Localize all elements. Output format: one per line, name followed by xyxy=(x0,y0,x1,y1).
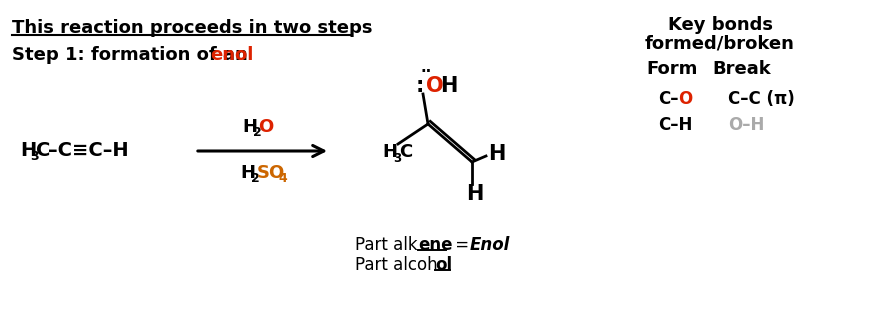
Text: O: O xyxy=(259,118,274,136)
Text: C: C xyxy=(36,142,51,160)
Text: H: H xyxy=(240,164,255,182)
Text: H: H xyxy=(466,184,483,204)
Text: H: H xyxy=(242,118,258,136)
Text: Break: Break xyxy=(712,60,772,78)
Text: 3: 3 xyxy=(393,152,401,165)
Text: 2: 2 xyxy=(253,125,261,138)
Text: C–C (π): C–C (π) xyxy=(728,90,794,108)
Text: =: = xyxy=(450,236,475,254)
Text: enol: enol xyxy=(210,46,253,64)
Text: H: H xyxy=(440,76,457,96)
Text: ene: ene xyxy=(418,236,453,254)
Text: O: O xyxy=(678,90,692,108)
Text: SO: SO xyxy=(256,164,285,182)
Text: Form: Form xyxy=(646,60,697,78)
Text: C–H: C–H xyxy=(658,116,692,134)
Text: C: C xyxy=(399,143,413,161)
Text: This reaction proceeds in two steps: This reaction proceeds in two steps xyxy=(12,19,372,37)
Text: O: O xyxy=(426,76,444,96)
Text: 4: 4 xyxy=(279,171,288,184)
Text: 3: 3 xyxy=(30,151,38,164)
Text: Part alcoh: Part alcoh xyxy=(355,256,438,274)
Text: :: : xyxy=(416,76,425,96)
Text: Part alk: Part alk xyxy=(355,236,418,254)
Text: ··: ·· xyxy=(420,64,432,79)
Text: ol: ol xyxy=(435,256,452,274)
Text: Step 1: formation of an: Step 1: formation of an xyxy=(12,46,254,64)
Text: 2: 2 xyxy=(251,171,260,184)
Text: O–H: O–H xyxy=(728,116,765,134)
Text: Enol: Enol xyxy=(470,236,510,254)
Text: C–: C– xyxy=(658,90,678,108)
Text: H: H xyxy=(488,144,505,164)
Text: Key bonds: Key bonds xyxy=(668,16,773,34)
Text: H: H xyxy=(382,143,397,161)
Text: –C≡C–H: –C≡C–H xyxy=(48,142,128,160)
Text: H: H xyxy=(20,142,36,160)
Text: formed/broken: formed/broken xyxy=(645,34,795,52)
